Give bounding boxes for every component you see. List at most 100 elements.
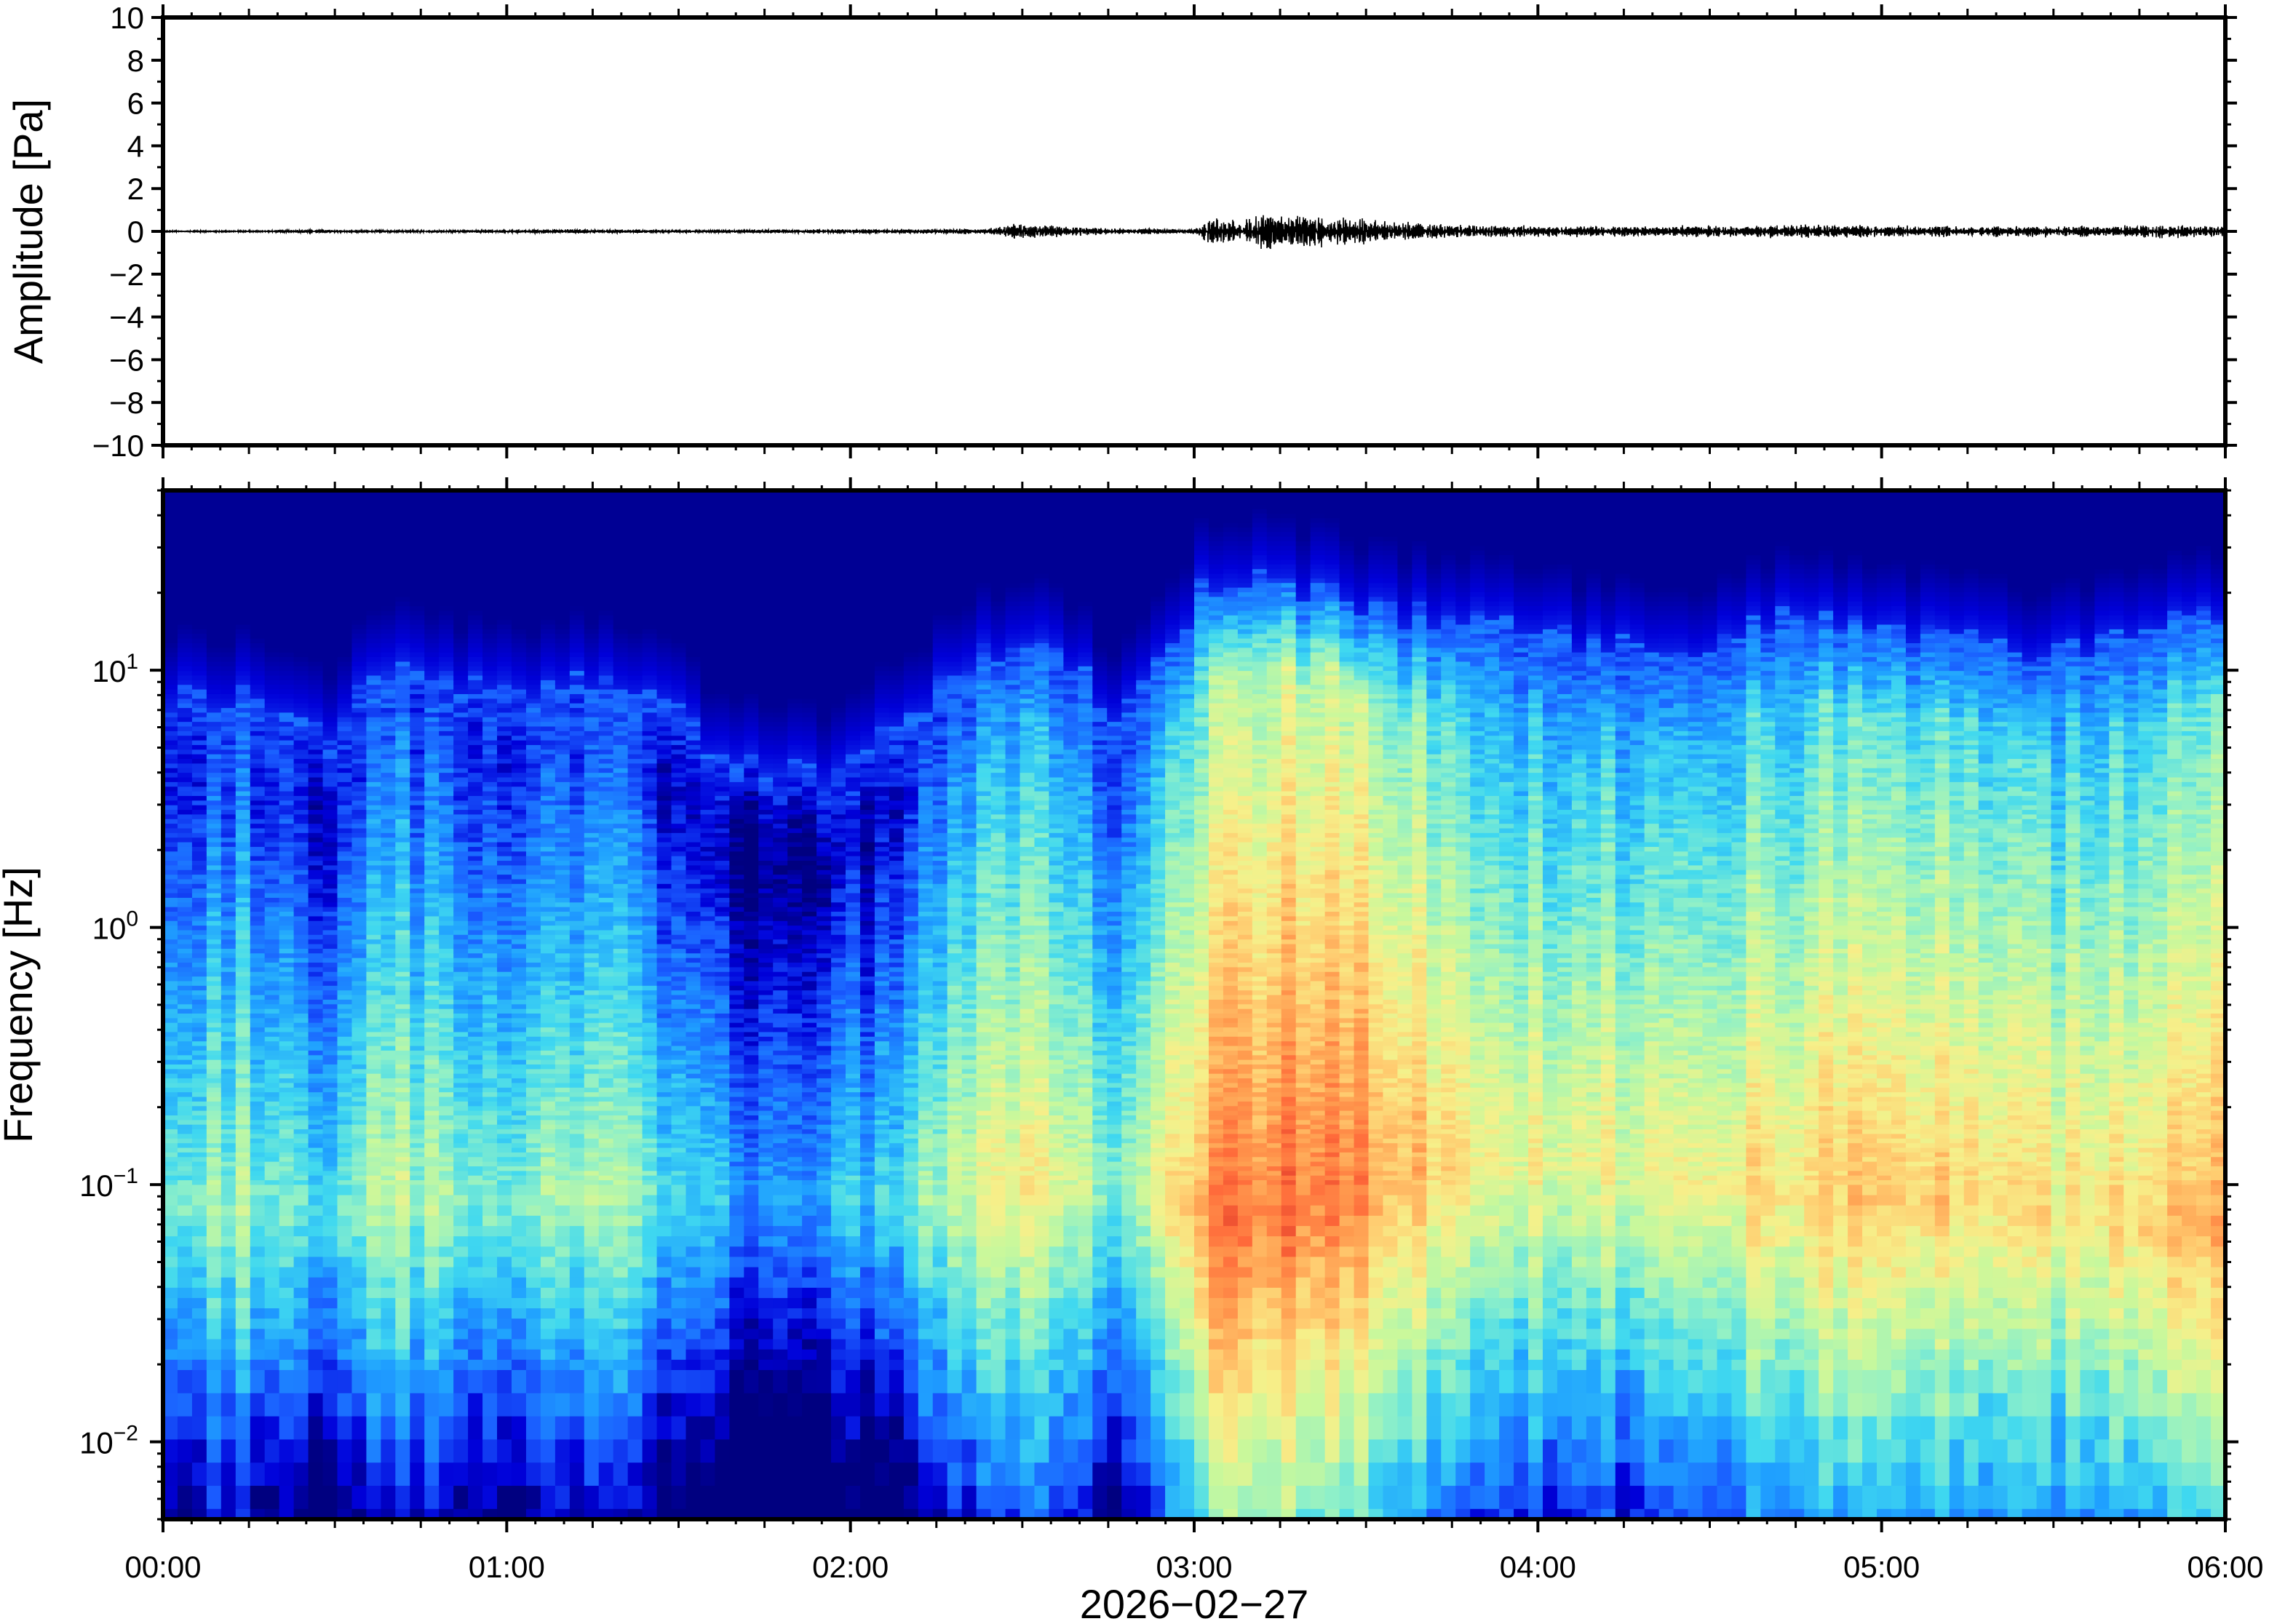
spectrogram-cell <box>511 717 527 723</box>
spectrogram-cell <box>163 754 178 760</box>
spectrogram-cell <box>293 634 309 640</box>
spectrogram-cell <box>220 1014 237 1019</box>
spectrogram-cell <box>366 1215 382 1227</box>
spectrogram-cell <box>468 953 483 959</box>
spectrogram-cell <box>525 902 541 908</box>
spectrogram-cell <box>279 1036 295 1042</box>
spectrogram-cell <box>511 657 527 663</box>
spectrogram-cell <box>482 717 498 723</box>
spectrogram-cell <box>555 749 571 755</box>
spectrogram-cell <box>337 1205 353 1217</box>
spectrogram-cell <box>424 1393 440 1417</box>
spectrogram-cell <box>163 1349 178 1361</box>
spectrogram-cell <box>381 1329 397 1340</box>
spectrogram-cell <box>366 1124 382 1130</box>
spectrogram-cell <box>453 879 469 885</box>
spectrogram-cell <box>424 1180 440 1186</box>
spectrogram-cell <box>410 504 426 510</box>
spectrogram-cell <box>424 592 440 598</box>
spectrogram-cell <box>235 671 251 677</box>
spectrogram-cell <box>250 666 266 672</box>
spectrogram-cell <box>250 601 266 607</box>
spectrogram-cell <box>163 819 178 824</box>
spectrogram-cell <box>525 546 541 552</box>
spectrogram-cell <box>351 1036 367 1042</box>
spectrogram-cell <box>366 879 382 885</box>
spectrogram-cell <box>395 1508 411 1519</box>
spectrogram-cell <box>279 1349 295 1361</box>
spectrogram-cell <box>191 1393 207 1417</box>
spectrogram-cell <box>395 1138 411 1144</box>
spectrogram-cell <box>337 597 353 602</box>
spectrogram-cell <box>540 536 556 542</box>
spectrogram-cell <box>250 1226 266 1237</box>
spectrogram-cell <box>220 624 237 630</box>
spectrogram-cell <box>163 606 178 612</box>
spectrogram-cell <box>206 1205 222 1217</box>
spectrogram-cell <box>540 967 556 973</box>
spectrogram-cell <box>322 865 338 871</box>
spectrogram-cell <box>191 768 207 773</box>
spectrogram-cell <box>468 851 483 857</box>
waveform-line <box>163 215 2225 250</box>
spectrogram-cell <box>322 620 338 626</box>
spectrogram-cell <box>525 587 541 593</box>
spectrogram-cell <box>497 1050 512 1056</box>
spectrogram-cell <box>511 944 527 950</box>
spectrogram-cell <box>250 513 266 519</box>
spectrogram-cell <box>250 1171 266 1177</box>
spectrogram-cell <box>424 971 440 977</box>
spectrogram-cell <box>293 1004 309 1010</box>
spectrogram-cell <box>351 999 367 1006</box>
spectrogram-cell <box>337 550 353 556</box>
spectrogram-cell <box>220 620 237 626</box>
spectrogram-cell <box>308 1036 324 1042</box>
spectrogram-cell <box>235 1027 251 1033</box>
spectrogram-cell <box>206 967 222 973</box>
spectrogram-cell <box>555 601 571 607</box>
spectrogram-cell <box>424 828 440 834</box>
spectrogram-cell <box>424 648 440 653</box>
spectrogram-cell <box>497 624 512 630</box>
spectrogram-cell <box>308 781 324 788</box>
spectrogram-cell <box>497 777 512 783</box>
spectrogram-cell <box>163 1185 178 1196</box>
spectrogram-cell <box>525 1439 541 1464</box>
spectrogram-cell <box>279 1226 295 1237</box>
spectrogram-cell <box>511 569 527 575</box>
spectrogram-cell <box>424 652 440 658</box>
spectrogram-cell <box>250 879 266 885</box>
spectrogram-cell <box>439 1439 454 1464</box>
spectrogram-cell <box>235 546 251 552</box>
spectrogram-cell <box>322 967 338 973</box>
spectrogram-cell <box>293 832 309 839</box>
spectrogram-cell <box>395 1369 411 1394</box>
spectrogram-cell <box>439 642 454 649</box>
spectrogram-cell <box>511 1147 527 1153</box>
spectrogram-cell <box>308 912 324 918</box>
spectrogram-cell <box>497 1393 512 1417</box>
spectrogram-cell <box>191 1267 207 1278</box>
spectrogram-cell <box>453 1349 469 1361</box>
spectrogram-cell <box>497 569 512 575</box>
spectrogram-cell <box>366 800 382 806</box>
spectrogram-cell <box>308 1257 324 1268</box>
spectrogram-cell <box>351 875 367 880</box>
spectrogram-cell <box>293 1462 309 1486</box>
spectrogram-cell <box>220 1508 237 1519</box>
spectrogram-cell <box>540 740 556 746</box>
spectrogram-cell <box>351 1004 367 1010</box>
spectrogram-cell <box>395 606 411 612</box>
spectrogram-cell <box>497 648 512 653</box>
spectrogram-cell <box>337 689 353 695</box>
spectrogram-cell <box>540 902 556 908</box>
spectrogram-cell <box>191 795 207 802</box>
spectrogram-cell <box>482 995 498 1000</box>
spectrogram-cell <box>235 800 251 806</box>
spectrogram-cell <box>264 744 280 751</box>
spectrogram-cell <box>177 698 193 704</box>
spectrogram-cell <box>191 1059 207 1065</box>
spectrogram-cell <box>453 800 469 806</box>
spectrogram-cell <box>395 971 411 977</box>
spectrogram-cell <box>322 1246 338 1258</box>
